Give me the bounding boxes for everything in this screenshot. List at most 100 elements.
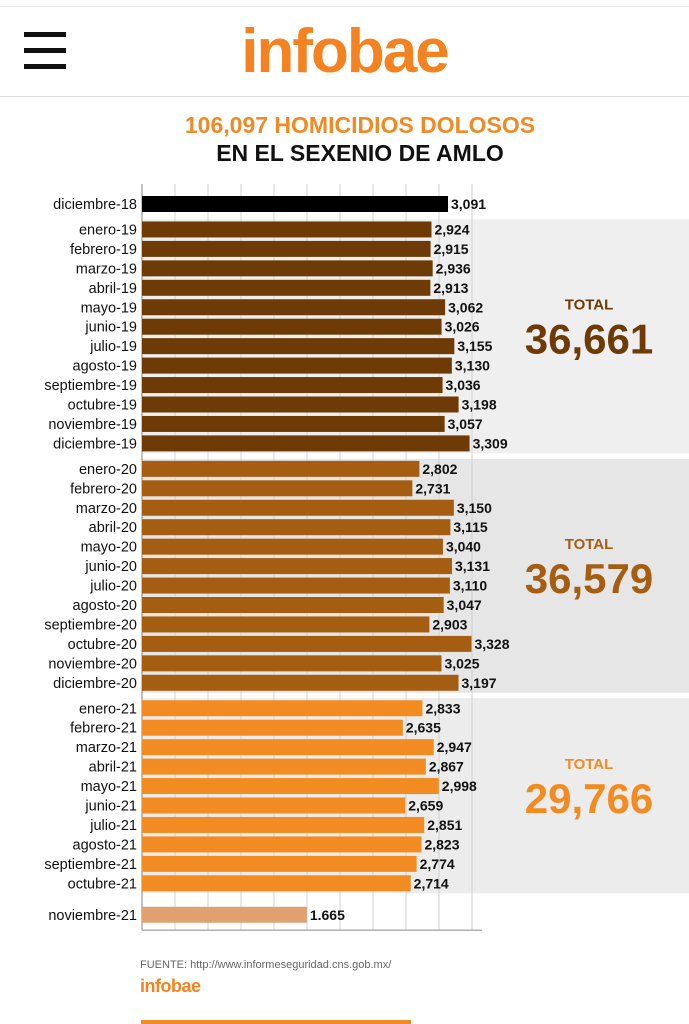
category-label: diciembre-19 <box>53 436 137 452</box>
category-label: agosto-19 <box>73 359 138 375</box>
bar-febrero-21 <box>142 719 403 736</box>
bar-febrero-20 <box>142 480 413 497</box>
data-label: 2,947 <box>437 739 472 755</box>
category-label: febrero-19 <box>70 242 137 258</box>
data-label: 2,998 <box>442 778 477 794</box>
category-label: julio-19 <box>89 339 137 355</box>
category-label: abril-21 <box>89 760 137 776</box>
bar-octubre-19 <box>142 396 459 413</box>
category-label: febrero-20 <box>70 481 137 497</box>
data-label: 2,936 <box>436 260 471 276</box>
category-label: julio-21 <box>89 818 137 834</box>
bar-agosto-20 <box>142 597 444 613</box>
category-label: octubre-20 <box>68 637 137 653</box>
category-label: noviembre-20 <box>48 656 137 672</box>
next-chart-peek <box>141 1020 411 1024</box>
bar-octubre-21 <box>142 875 411 892</box>
bar-abril-19 <box>142 279 431 296</box>
category-label: julio-20 <box>89 579 137 595</box>
bar-junio-19 <box>142 318 442 335</box>
category-label: noviembre-21 <box>48 908 137 924</box>
bar-mayo-19 <box>142 299 446 316</box>
data-label: 3,040 <box>446 539 481 555</box>
data-label: 3,130 <box>455 358 490 374</box>
total-value: 36,579 <box>525 555 653 602</box>
data-label: 2,924 <box>434 221 469 237</box>
bar-diciembre-18 <box>142 196 448 212</box>
bar-noviembre-21 <box>142 906 307 923</box>
infobae-logo[interactable]: infobae <box>241 17 449 86</box>
bar-octubre-20 <box>142 635 472 652</box>
category-label: septiembre-20 <box>44 617 137 633</box>
bar-enero-20 <box>142 460 420 477</box>
data-label: 2,635 <box>406 720 441 736</box>
data-label: 3,198 <box>462 397 497 413</box>
data-label: 2,903 <box>432 616 467 632</box>
category-label: mayo-21 <box>81 779 137 795</box>
category-label: marzo-21 <box>76 740 137 756</box>
data-label: 2,823 <box>424 836 459 852</box>
data-label: 3,115 <box>453 519 487 535</box>
top-bar: infobae <box>0 0 689 97</box>
category-label: enero-20 <box>79 462 137 478</box>
data-label: 2,731 <box>415 480 450 496</box>
group-panel <box>142 219 689 454</box>
bar-julio-19 <box>142 338 455 355</box>
bar-diciembre-20 <box>142 674 459 691</box>
category-label: septiembre-19 <box>44 378 137 394</box>
data-label: 3,091 <box>451 196 486 212</box>
bar-junio-21 <box>142 797 406 814</box>
total-value: 29,766 <box>525 775 653 822</box>
group-panel <box>142 458 689 693</box>
data-label: 3,150 <box>457 500 492 516</box>
data-label: 2,915 <box>434 241 469 257</box>
category-label: octubre-19 <box>68 398 137 414</box>
category-label: febrero-21 <box>70 721 137 737</box>
category-label: agosto-20 <box>73 598 138 614</box>
bar-septiembre-21 <box>142 855 417 872</box>
bar-abril-20 <box>142 519 451 536</box>
category-label: mayo-19 <box>81 300 137 316</box>
bar-junio-20 <box>142 558 452 575</box>
data-label: 2,802 <box>422 461 457 477</box>
data-label: 3,062 <box>448 299 483 315</box>
data-label: 2,659 <box>408 798 443 814</box>
footer-logo: infobae <box>140 976 201 996</box>
category-label: junio-19 <box>84 320 137 336</box>
data-label: 3,309 <box>473 435 508 451</box>
data-label: 3,155 <box>457 338 492 354</box>
category-label: junio-21 <box>84 799 137 815</box>
bar-enero-19 <box>142 221 432 238</box>
data-label: 3,197 <box>461 675 496 691</box>
chart-title: 106,097 HOMICIDIOS DOLOSOS <box>184 112 536 138</box>
category-label: junio-20 <box>84 559 137 575</box>
category-label: marzo-19 <box>76 261 137 277</box>
bar-diciembre-19 <box>142 435 470 452</box>
bar-septiembre-19 <box>142 377 443 394</box>
category-label: abril-19 <box>89 281 137 297</box>
data-label: 3,025 <box>444 655 479 671</box>
bar-julio-21 <box>142 816 425 833</box>
total-label: TOTAL <box>565 296 614 313</box>
category-label: enero-19 <box>79 222 137 238</box>
total-label: TOTAL <box>565 536 614 553</box>
category-label: octubre-21 <box>68 876 137 892</box>
bar-noviembre-19 <box>142 415 445 432</box>
data-label: 3,110 <box>453 578 487 594</box>
category-label: septiembre-21 <box>44 857 137 873</box>
category-label: noviembre-19 <box>48 417 137 433</box>
source-note: FUENTE: http://www.informeseguridad.cns.… <box>140 959 392 971</box>
hamburger-menu-icon[interactable] <box>24 32 66 70</box>
bar-febrero-19 <box>142 240 431 257</box>
bar-noviembre-20 <box>142 655 442 672</box>
data-label: 3,131 <box>455 558 490 574</box>
data-label: 3,036 <box>446 377 481 393</box>
data-label: 3,026 <box>445 319 480 335</box>
bar-julio-20 <box>142 577 450 594</box>
data-label: 3,328 <box>474 636 509 652</box>
data-label: 3,047 <box>447 597 482 613</box>
bar-marzo-19 <box>142 260 433 277</box>
category-label: agosto-21 <box>73 837 138 853</box>
data-label: 2,774 <box>420 856 455 872</box>
bar-abril-21 <box>142 758 426 775</box>
